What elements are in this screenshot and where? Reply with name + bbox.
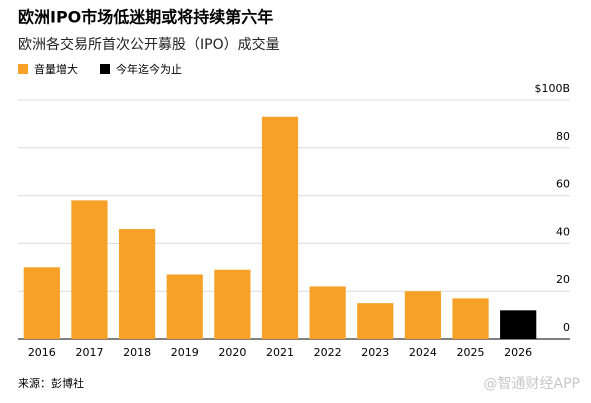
x-tick-label: 2025 xyxy=(457,346,485,359)
x-tick-label: 2021 xyxy=(266,346,294,359)
x-tick-label: 2026 xyxy=(504,346,532,359)
chart-subtitle: 欧洲各交易所首次公开募股（IPO）成交量 xyxy=(18,36,280,53)
bar xyxy=(214,269,251,339)
chart-title: 欧洲IPO市场低迷期或将持续第六年 xyxy=(18,8,273,27)
bar xyxy=(23,267,60,339)
watermark: @智通财经APP xyxy=(484,376,580,392)
source: 来源：彭博社 xyxy=(18,376,84,390)
bar xyxy=(166,274,203,339)
y-tick-label: 80 xyxy=(556,130,570,143)
bar xyxy=(500,310,537,339)
y-tick-label: 40 xyxy=(556,225,570,238)
y-tick-label: 0 xyxy=(563,321,570,334)
legend-label: 今年迄今为止 xyxy=(116,62,182,76)
x-tick-label: 2023 xyxy=(361,346,389,359)
x-tick-label: 2017 xyxy=(75,346,103,359)
x-tick-label: 2022 xyxy=(314,346,342,359)
y-tick-label: 20 xyxy=(556,273,570,286)
bar xyxy=(404,291,442,339)
legend-label: 音量增大 xyxy=(34,62,78,76)
bar xyxy=(118,229,156,339)
x-tick-label: 2019 xyxy=(171,346,199,359)
x-tick-label: 2016 xyxy=(28,346,56,359)
legend-swatch xyxy=(18,64,28,74)
legend-swatch xyxy=(100,64,110,74)
x-tick-label: 2020 xyxy=(218,346,246,359)
y-tick-label: 60 xyxy=(556,178,570,191)
bar xyxy=(357,303,394,339)
bar xyxy=(71,200,108,339)
bar xyxy=(452,298,489,339)
bar xyxy=(261,116,299,339)
y-tick-label: $100B xyxy=(534,82,570,95)
x-tick-label: 2024 xyxy=(409,346,437,359)
bar xyxy=(309,286,346,339)
x-tick-label: 2018 xyxy=(123,346,151,359)
